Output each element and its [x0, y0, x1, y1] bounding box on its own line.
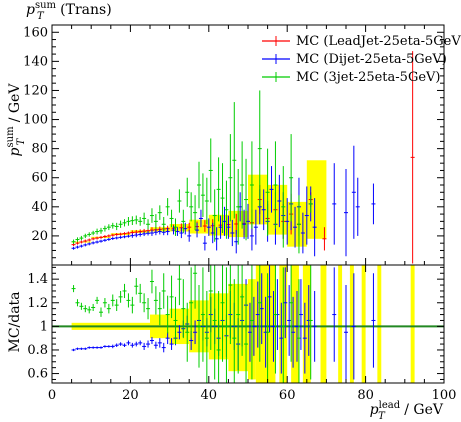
legend-item: MC (Dijet-25eta-5GeV): [262, 52, 447, 67]
main-y-tick-label: 120: [23, 83, 48, 98]
main-y-tick-label: 160: [23, 25, 48, 40]
ratio-band-segment: [377, 265, 382, 383]
ratio-y-tick-label: 1.4: [27, 272, 48, 287]
main-y-tick-label: 80: [31, 142, 48, 157]
ratio-band-segment: [302, 265, 311, 383]
x-axis: 0 20 40 60 80 100: [48, 25, 457, 403]
main-band-segment: [306, 160, 327, 239]
main-series-2: [71, 90, 313, 254]
main-y-tick-label: 140: [23, 54, 48, 69]
legend-item: MC (3jet-25eta-5GeV): [262, 70, 441, 85]
legend: MC (LeadJet-25eta-5GeV) MC (Dijet-25eta-5…: [262, 34, 461, 85]
ratio-plot-points: [71, 265, 376, 383]
ratio-band-segment: [410, 265, 415, 383]
legend-label: MC (Dijet-25eta-5GeV): [296, 52, 447, 67]
ratio-y-tick-label: 0.8: [27, 343, 48, 358]
ratio-uncertainty-band: [71, 265, 415, 383]
main-y-axis-label: psumT / GeV: [5, 83, 27, 157]
legend-item: MC (LeadJet-25eta-5GeV): [262, 34, 461, 49]
ratio-band-segment: [267, 265, 276, 383]
x-tick-label: 100: [432, 388, 457, 403]
main-y-tick-label: 40: [31, 200, 48, 215]
ratio-band-segment: [349, 265, 354, 383]
x-tick-label: 20: [122, 388, 139, 403]
plot-title: psum T (Trans): [26, 0, 112, 22]
main-y-axis: 20 40 60 80 100 120 140 160: [23, 25, 444, 259]
legend-label: MC (LeadJet-25eta-5GeV): [296, 34, 461, 49]
ratio-band-segment: [338, 265, 343, 383]
legend-label: MC (3jet-25eta-5GeV): [296, 70, 441, 85]
x-tick-label: 0: [48, 388, 56, 403]
ratio-y-tick-label: 0.6: [27, 367, 48, 382]
ratio-band-segment: [320, 265, 327, 383]
x-tick-label: 60: [279, 388, 296, 403]
main-y-tick-label: 60: [31, 171, 48, 186]
main-series-1: [71, 145, 376, 257]
ratio-series-1: [71, 265, 313, 383]
x-axis-label: plead T / GeV: [370, 400, 444, 422]
x-tick-label: 40: [201, 388, 218, 403]
ratio-band-segment: [291, 265, 299, 383]
ratio-band-segment: [361, 265, 366, 383]
ratio-y-tick-label: 1.2: [27, 296, 48, 311]
x-tick-label: 80: [357, 388, 374, 403]
main-plot-points: [71, 51, 415, 264]
ratio-y-axis-label: MC/data: [7, 291, 23, 352]
ratio-y-axis: 0.6 0.8 1 1.2 1.4: [27, 266, 444, 382]
main-y-tick-label: 100: [23, 113, 48, 128]
ratio-y-tick-label: 1: [40, 319, 48, 334]
main-y-tick-label: 20: [31, 229, 48, 244]
